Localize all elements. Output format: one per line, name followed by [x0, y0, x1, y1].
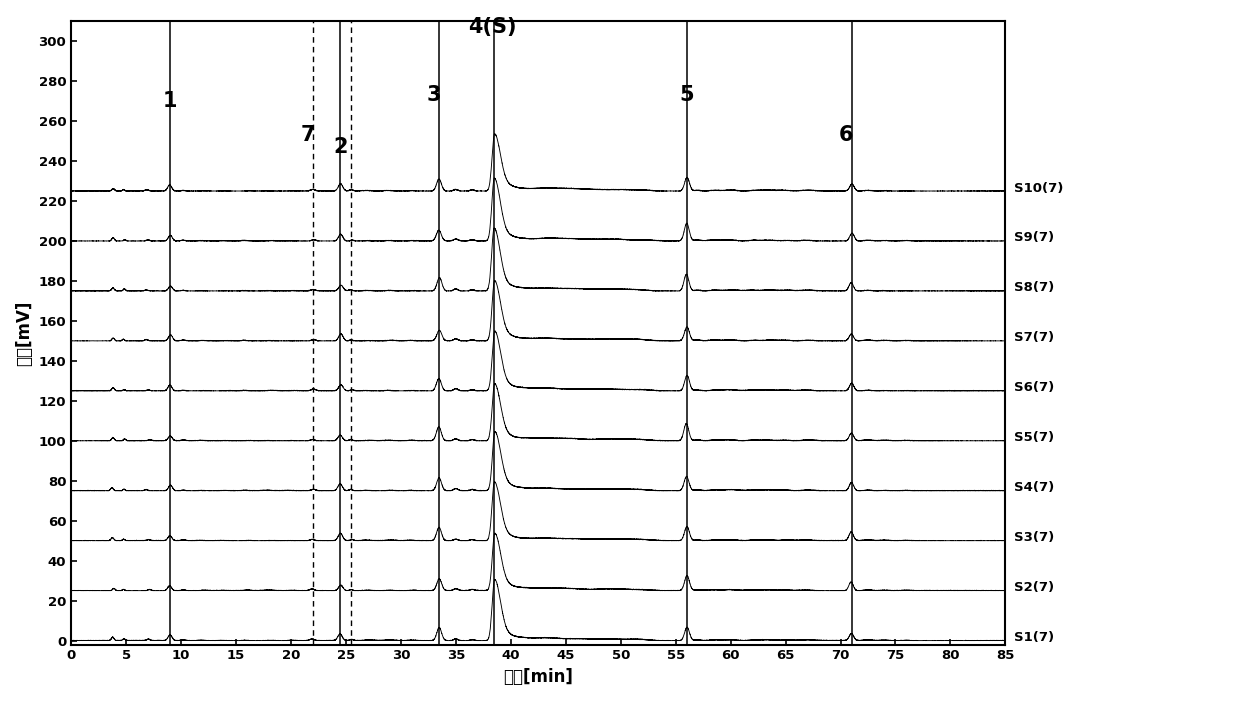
- Text: 4(S): 4(S): [467, 17, 516, 37]
- Text: S1(7): S1(7): [1014, 631, 1054, 644]
- Text: 1: 1: [162, 91, 177, 111]
- Text: 3: 3: [427, 85, 441, 105]
- Text: S3(7): S3(7): [1014, 531, 1054, 544]
- Y-axis label: 信号[mV]: 信号[mV]: [15, 300, 33, 365]
- Text: 5: 5: [680, 85, 694, 105]
- Text: 7: 7: [300, 125, 315, 145]
- X-axis label: 时间[min]: 时间[min]: [503, 668, 573, 686]
- Text: S5(7): S5(7): [1014, 431, 1054, 444]
- Text: 6: 6: [838, 125, 853, 145]
- Text: S9(7): S9(7): [1014, 231, 1054, 245]
- Text: S7(7): S7(7): [1014, 332, 1054, 344]
- Text: S10(7): S10(7): [1014, 182, 1064, 194]
- Text: S8(7): S8(7): [1014, 281, 1054, 294]
- Text: 2: 2: [334, 137, 347, 157]
- Text: S4(7): S4(7): [1014, 481, 1054, 494]
- Text: S6(7): S6(7): [1014, 381, 1054, 395]
- Text: S2(7): S2(7): [1014, 581, 1054, 594]
